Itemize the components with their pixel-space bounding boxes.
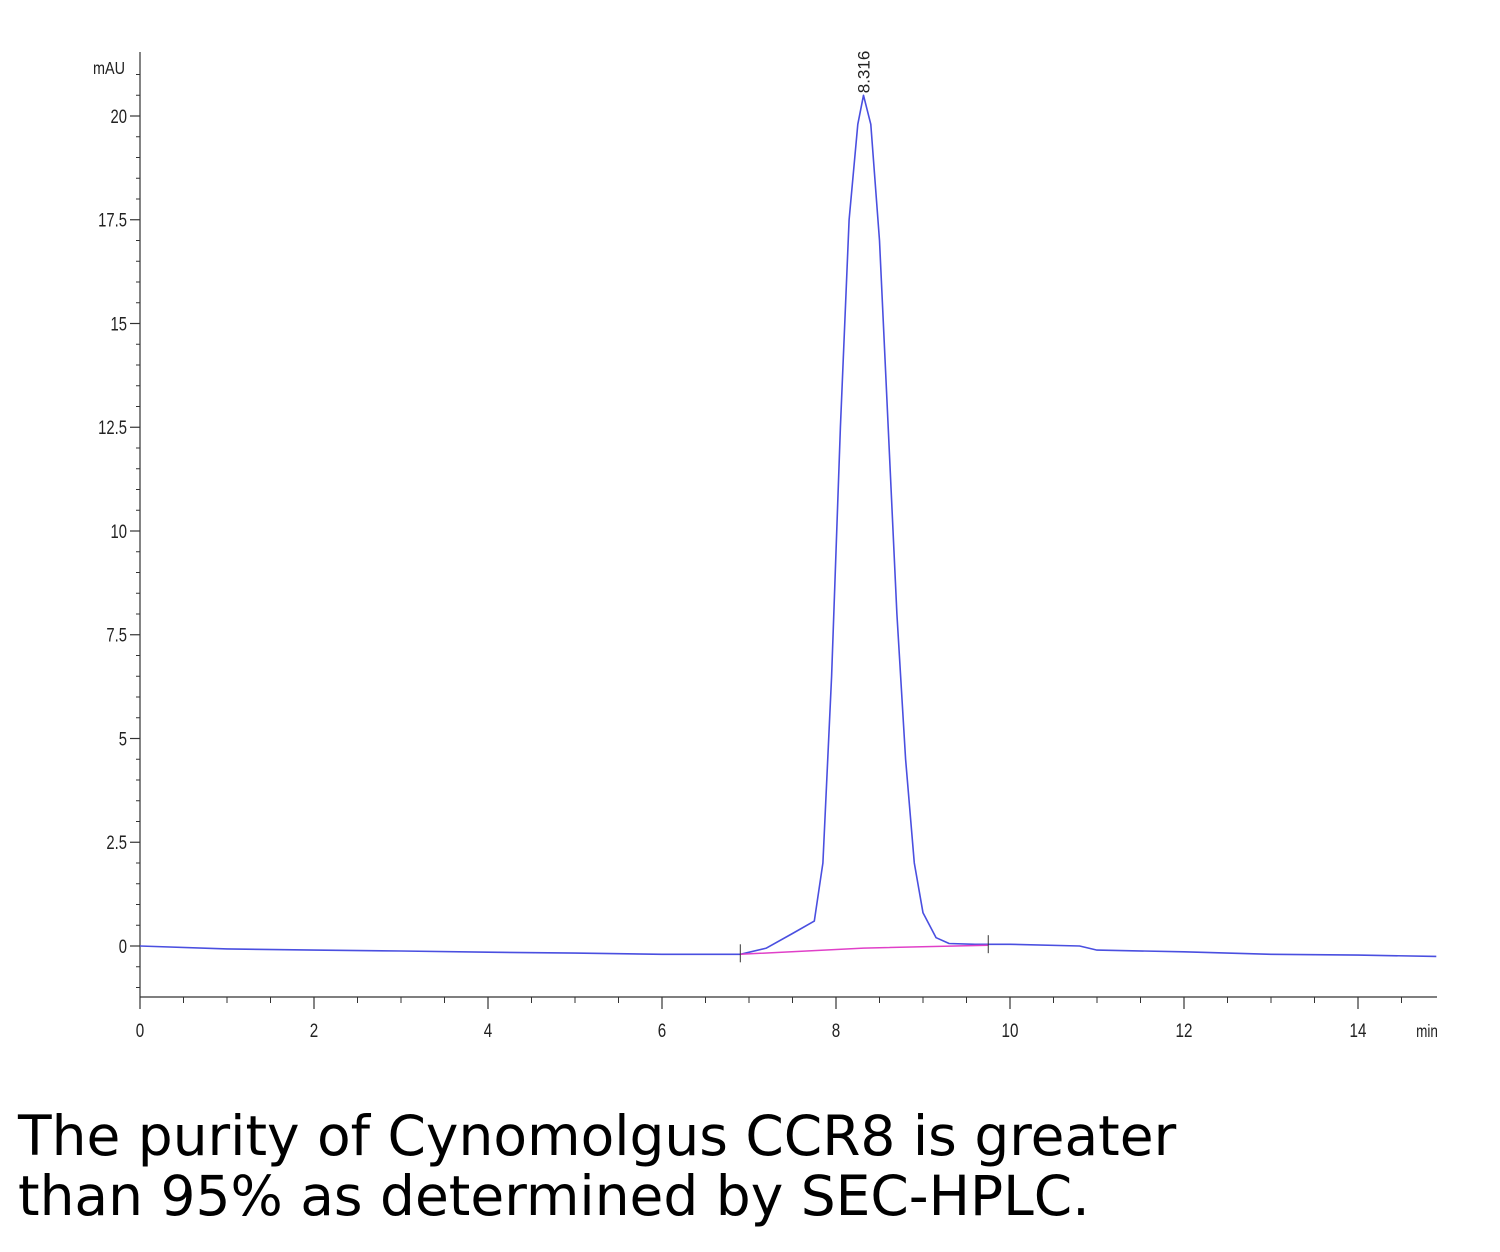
integration-baseline bbox=[740, 944, 989, 956]
chromatogram-trace bbox=[139, 94, 1437, 958]
caption: The purity of Cynomolgus CCR8 is greater… bbox=[18, 1106, 1478, 1226]
y-tick-label: 15 bbox=[111, 314, 127, 335]
x-tick-label: 2 bbox=[310, 1019, 318, 1041]
y-tick-label: 12.5 bbox=[98, 418, 127, 439]
plot-area: 8.316 bbox=[139, 51, 1437, 963]
x-tick-label: 14 bbox=[1350, 1019, 1367, 1041]
y-axis-unit-label: mAU bbox=[93, 59, 125, 79]
x-axis-unit-label: min bbox=[1416, 1022, 1438, 1041]
y-tick-label: 7.5 bbox=[106, 625, 127, 646]
x-tick-label: 8 bbox=[832, 1019, 840, 1041]
y-tick-label: 10 bbox=[111, 521, 127, 542]
x-tick-label: 4 bbox=[484, 1019, 493, 1041]
x-tick-label: 10 bbox=[1002, 1019, 1019, 1041]
caption-line-2: than 95% as determined by SEC-HPLC. bbox=[18, 1164, 1090, 1228]
x-tick-label: 0 bbox=[136, 1019, 144, 1041]
y-tick-label: 2.5 bbox=[106, 833, 127, 854]
y-tick-label: 17.5 bbox=[98, 210, 127, 231]
peak-retention-label: 8.316 bbox=[854, 51, 873, 94]
caption-line-1: The purity of Cynomolgus CCR8 is greater bbox=[18, 1104, 1177, 1168]
x-tick-label: 6 bbox=[658, 1019, 666, 1041]
y-tick-label: 0 bbox=[119, 936, 127, 957]
y-tick-label: 20 bbox=[111, 106, 127, 127]
axes: 0 2.5 5 7.5 10 12.5 15 17.5 20 mAU 0 2 4 6 8 10 12 14 min bbox=[93, 52, 1438, 1042]
y-tick-label: 5 bbox=[119, 729, 127, 750]
x-tick-label: 12 bbox=[1176, 1019, 1193, 1041]
